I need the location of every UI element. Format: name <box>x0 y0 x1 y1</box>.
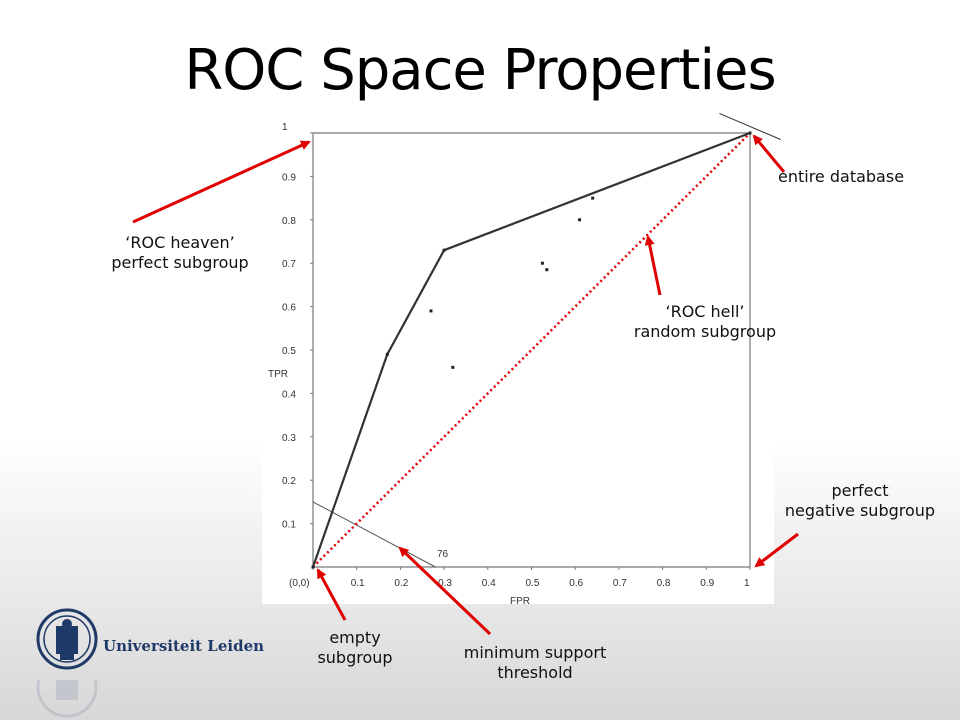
arrow-minimum-support <box>398 546 492 636</box>
x-tick-label: 0.8 <box>657 578 671 589</box>
annotation-perfect-negative-line2: negative subgroup <box>784 501 936 520</box>
y-tick-label: 0.5 <box>282 346 296 357</box>
annotation-roc-hell-line1: ‘ROC hell’ <box>665 302 745 321</box>
y-tick-label: 0.8 <box>282 216 296 227</box>
x-tick-label: 1 <box>744 578 750 589</box>
x-tick-label: 0.6 <box>569 578 583 589</box>
slide-title: ROC Space Properties <box>184 38 776 103</box>
roc-convex-hull <box>311 131 751 568</box>
min-support-label: 76 <box>437 549 449 560</box>
x-tick-label: 0.7 <box>613 578 627 589</box>
x-tick-label: 0.3 <box>438 578 452 589</box>
annotation-roc-heaven-line2: perfect subgroup <box>111 253 249 272</box>
hull-vertex <box>385 352 389 356</box>
hull-tangent-line <box>719 113 781 140</box>
y-tick-label: 0.9 <box>282 172 296 183</box>
y-tick-label: 0.2 <box>282 476 296 487</box>
x-tick-label: 0.9 <box>700 578 714 589</box>
min-support-line <box>312 501 436 568</box>
data-point <box>578 218 582 222</box>
annotation-perfect-negative: perfect negative subgroup <box>765 481 955 521</box>
random-diagonal-line <box>312 132 751 568</box>
hull-vertex <box>311 565 315 569</box>
arrow-entire-database <box>752 134 786 173</box>
annotation-empty-subgroup-line1: empty <box>329 628 381 647</box>
x-tick-label: 0.5 <box>526 578 540 589</box>
y-tick-label: 1 <box>282 122 288 133</box>
y-tick-label: 0.7 <box>282 259 296 270</box>
x-tick-label: 0.4 <box>482 578 496 589</box>
x-tick-label: 0.1 <box>351 578 365 589</box>
y-tick-label: 0.4 <box>282 389 296 400</box>
annotation-roc-heaven-line1: ‘ROC heaven’ <box>125 233 235 252</box>
annotation-minimum-support-line2: threshold <box>497 663 573 682</box>
y-tick-label: 0.6 <box>282 303 296 314</box>
arrow-perfect-negative <box>754 532 799 568</box>
hull-vertex <box>748 131 752 135</box>
data-point <box>429 309 433 313</box>
y-tick-label: 0.3 <box>282 433 296 444</box>
logo-text: Universiteit Leiden <box>103 637 265 655</box>
arrow-roc-heaven <box>132 140 311 224</box>
y-axis-label: TPR <box>268 369 288 380</box>
x-tick-label: (0,0) <box>289 578 310 589</box>
arrow-empty-subgroup <box>316 568 347 621</box>
annotation-roc-hell: ‘ROC hell’ random subgroup <box>605 302 805 342</box>
data-point <box>451 365 455 369</box>
x-axis-label: FPR <box>510 596 530 607</box>
hull-vertex <box>442 248 446 252</box>
annotation-entire-database: entire database <box>778 167 948 187</box>
annotation-entire-database-text: entire database <box>778 167 905 186</box>
annotation-roc-heaven: ‘ROC heaven’ perfect subgroup <box>80 233 280 273</box>
logo-reflection <box>36 680 98 718</box>
y-tick-label: 0.1 <box>282 520 296 531</box>
data-point <box>540 261 544 265</box>
annotation-minimum-support-line1: minimum support <box>463 643 607 662</box>
annotation-roc-hell-line2: random subgroup <box>633 322 777 341</box>
annotation-perfect-negative-line1: perfect <box>831 481 889 500</box>
data-point <box>545 268 549 272</box>
x-tick-label: 0.2 <box>394 578 408 589</box>
university-seal-logo <box>36 608 98 670</box>
arrow-roc-hell <box>644 235 662 296</box>
data-point <box>591 196 595 200</box>
annotation-empty-subgroup: empty subgroup <box>295 628 415 668</box>
annotation-empty-subgroup-line2: subgroup <box>317 648 393 667</box>
annotation-minimum-support: minimum support threshold <box>425 643 645 683</box>
